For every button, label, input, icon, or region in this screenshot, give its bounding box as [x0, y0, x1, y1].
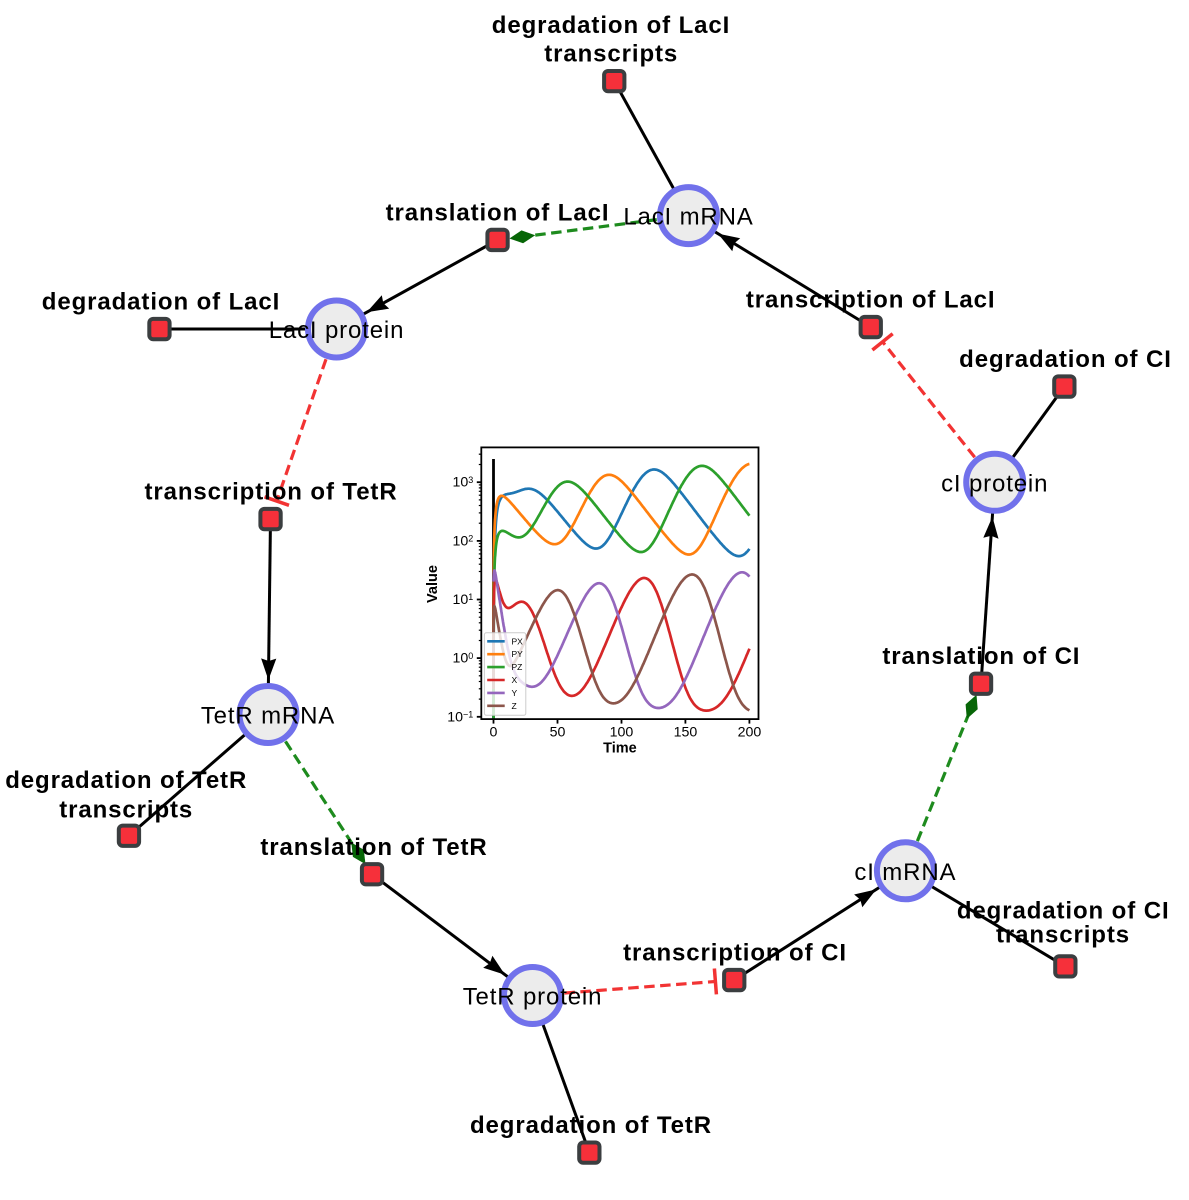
svg-text:103: 103 — [453, 475, 474, 491]
svg-text:Z: Z — [512, 701, 517, 711]
svg-text:LacI protein: LacI protein — [269, 317, 405, 344]
svg-text:LacI mRNA: LacI mRNA — [623, 204, 753, 231]
svg-text:101: 101 — [453, 592, 474, 608]
svg-text:translation of CI: translation of CI — [882, 643, 1080, 670]
svg-text:transcripts: transcripts — [544, 40, 678, 67]
svg-text:translation of TetR: translation of TetR — [260, 834, 487, 861]
svg-text:150: 150 — [674, 725, 698, 741]
svg-text:Value: Value — [425, 565, 441, 603]
svg-text:0: 0 — [490, 725, 498, 741]
svg-text:transcripts: transcripts — [996, 922, 1130, 949]
svg-text:degradation of TetR: degradation of TetR — [470, 1112, 712, 1139]
svg-text:degradation of CI: degradation of CI — [957, 897, 1170, 924]
svg-text:TetR mRNA: TetR mRNA — [201, 703, 335, 730]
svg-text:transcripts: transcripts — [59, 797, 193, 824]
svg-text:transcription of CI: transcription of CI — [623, 940, 847, 967]
svg-text:100: 100 — [610, 725, 634, 741]
svg-text:200: 200 — [738, 725, 762, 741]
svg-text:PY: PY — [512, 649, 524, 659]
svg-text:degradation of TetR: degradation of TetR — [5, 767, 247, 794]
svg-text:X: X — [512, 675, 518, 685]
svg-text:Time: Time — [603, 741, 637, 757]
svg-text:translation of LacI: translation of LacI — [386, 200, 610, 227]
svg-text:cI mRNA: cI mRNA — [854, 859, 956, 886]
svg-text:Y: Y — [512, 688, 518, 698]
svg-text:degradation of LacI: degradation of LacI — [492, 12, 730, 39]
svg-text:cI protein: cI protein — [941, 470, 1048, 497]
svg-text:degradation of CI: degradation of CI — [959, 346, 1172, 373]
svg-text:50: 50 — [550, 725, 566, 741]
svg-text:PX: PX — [512, 636, 524, 646]
svg-text:TetR protein: TetR protein — [463, 984, 603, 1011]
svg-text:degradation of LacI: degradation of LacI — [42, 289, 280, 316]
svg-text:100: 100 — [453, 651, 474, 667]
svg-text:transcription of TetR: transcription of TetR — [144, 479, 397, 506]
svg-text:PZ: PZ — [512, 662, 523, 672]
svg-text:transcription of LacI: transcription of LacI — [746, 287, 996, 314]
svg-text:102: 102 — [453, 533, 474, 549]
